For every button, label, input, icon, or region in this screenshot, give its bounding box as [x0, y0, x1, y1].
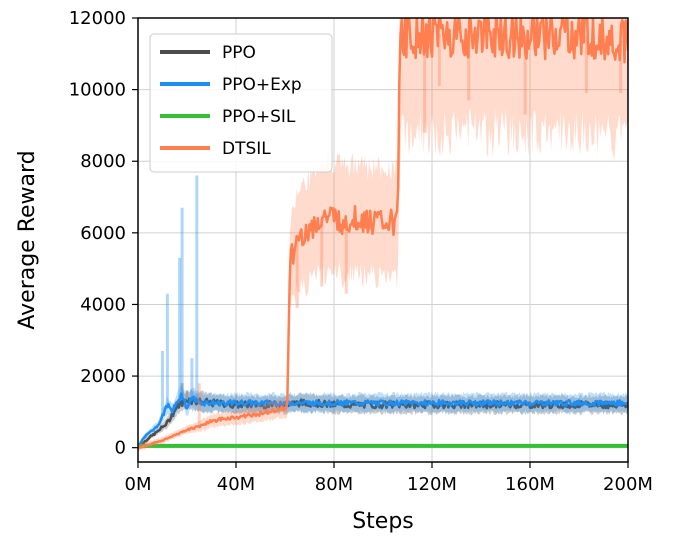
- y-tick-label: 10000: [69, 80, 126, 101]
- y-tick-label: 4000: [80, 294, 126, 315]
- series-ppo-exp: [138, 175, 628, 451]
- y-tick-label: 12000: [69, 8, 126, 29]
- plot-frame: [137, 17, 629, 463]
- x-tick-label: 200M: [603, 474, 653, 495]
- legend-box: [149, 33, 333, 173]
- series-dtsil: [138, 18, 628, 452]
- y-axis-label: Average Reward: [15, 150, 40, 329]
- series-lines: [138, 18, 628, 452]
- legend-label: PPO+SIL: [222, 107, 296, 127]
- legend-label: PPO: [222, 43, 256, 63]
- series-line: [138, 18, 628, 450]
- series-line: [138, 392, 628, 449]
- x-tick-label: 0M: [125, 474, 152, 495]
- series-band: [138, 18, 628, 452]
- x-tick-label: 80M: [315, 474, 353, 495]
- legend-label: PPO+Exp: [222, 75, 302, 95]
- y-axis-ticks: 0 2000 4000 6000 8000 10000 12000: [69, 8, 138, 459]
- x-axis-ticks: 0M 40M 80M 120M 160M 200M: [125, 462, 653, 495]
- y-tick-label: 6000: [80, 223, 126, 244]
- x-axis-label: Steps: [352, 509, 414, 534]
- y-tick-label: 2000: [80, 366, 126, 387]
- x-tick-label: 160M: [505, 474, 555, 495]
- y-tick-label: 0: [115, 438, 126, 459]
- legend-label: DTSIL: [222, 139, 271, 159]
- y-tick-label: 8000: [80, 151, 126, 172]
- x-tick-label: 120M: [407, 474, 457, 495]
- x-tick-label: 40M: [217, 474, 255, 495]
- legend: PPO PPO+Exp PPO+SIL DTSIL: [149, 33, 333, 173]
